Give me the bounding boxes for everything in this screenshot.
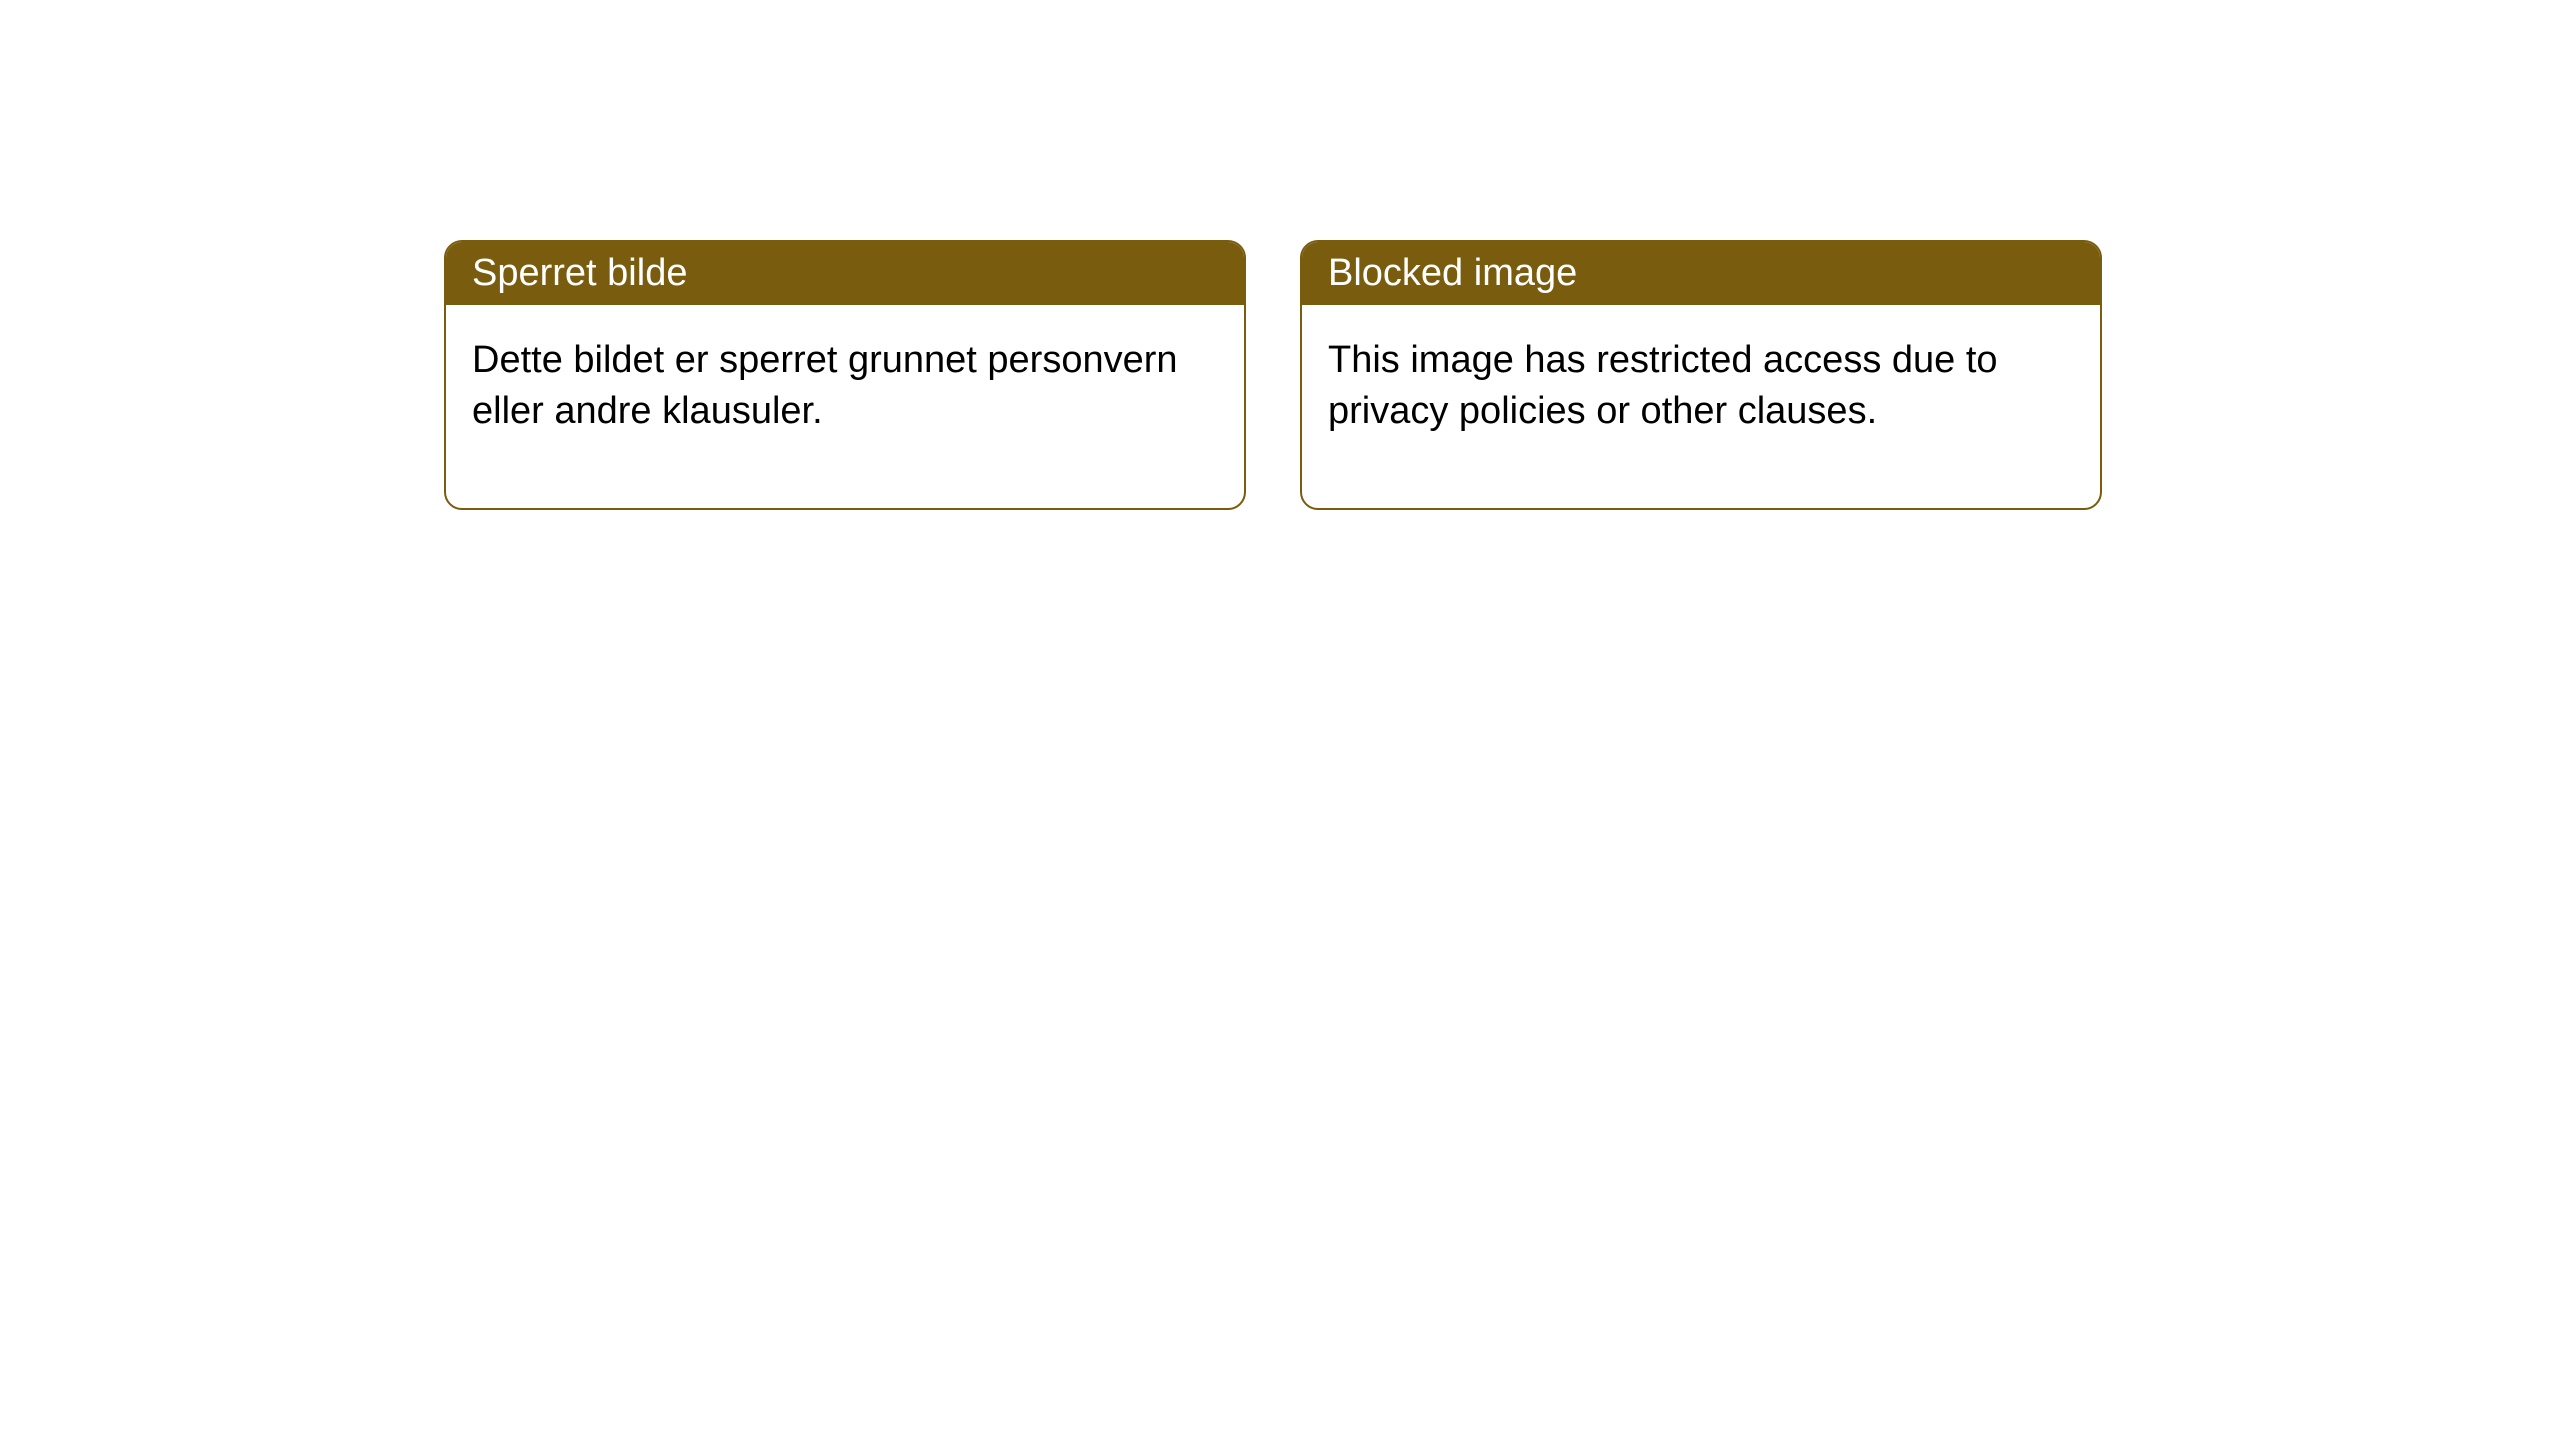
notice-card-title: Sperret bilde <box>446 242 1244 305</box>
notice-card-body: Dette bildet er sperret grunnet personve… <box>446 305 1244 508</box>
notice-cards-container: Sperret bilde Dette bildet er sperret gr… <box>0 0 2560 510</box>
notice-card-title: Blocked image <box>1302 242 2100 305</box>
notice-card-body: This image has restricted access due to … <box>1302 305 2100 508</box>
notice-card-norwegian: Sperret bilde Dette bildet er sperret gr… <box>444 240 1246 510</box>
notice-card-english: Blocked image This image has restricted … <box>1300 240 2102 510</box>
